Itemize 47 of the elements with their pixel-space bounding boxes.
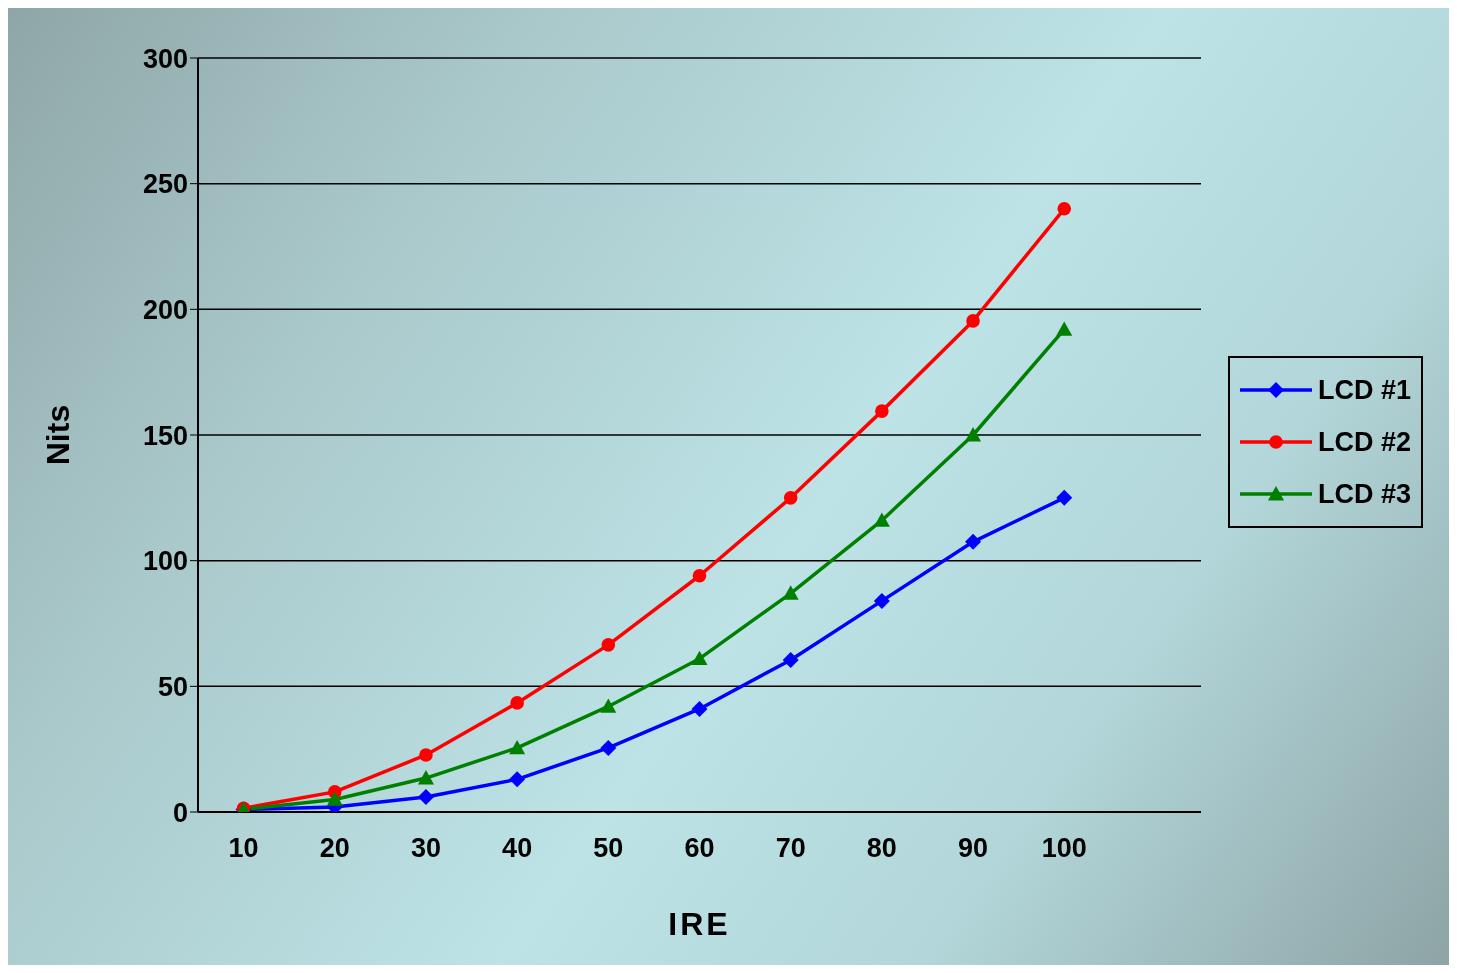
x-tick-label: 30 bbox=[410, 833, 441, 864]
x-tick-label: 100 bbox=[1041, 833, 1087, 864]
point bbox=[783, 491, 798, 505]
y-tick-label: 0 bbox=[172, 797, 188, 828]
y-tick-label: 50 bbox=[157, 671, 188, 702]
point bbox=[691, 650, 708, 666]
point bbox=[601, 638, 616, 652]
point bbox=[873, 512, 890, 527]
x-tick-label: 10 bbox=[228, 833, 259, 864]
x-tick-label: 50 bbox=[593, 833, 624, 864]
point bbox=[1056, 321, 1073, 336]
point bbox=[419, 748, 433, 762]
y-tick-label: 300 bbox=[142, 43, 188, 74]
point bbox=[600, 739, 617, 756]
point bbox=[326, 791, 343, 806]
point bbox=[692, 568, 707, 583]
point bbox=[782, 585, 799, 600]
x-tick-label: 80 bbox=[866, 833, 897, 864]
point bbox=[965, 427, 982, 442]
y-axis-title: Nits bbox=[40, 404, 77, 466]
y-tick-label: 250 bbox=[142, 169, 188, 200]
legend-label: LCD #3 bbox=[1318, 478, 1412, 510]
point bbox=[509, 771, 526, 788]
point bbox=[875, 404, 889, 418]
legend-label: LCD #2 bbox=[1318, 426, 1412, 458]
point bbox=[509, 739, 526, 755]
y-tick-label: 100 bbox=[142, 546, 188, 577]
point bbox=[510, 696, 524, 710]
legend-label: LCD #1 bbox=[1318, 374, 1412, 406]
x-tick-label: 90 bbox=[958, 833, 989, 864]
point bbox=[417, 770, 434, 785]
point bbox=[1056, 489, 1073, 506]
point bbox=[417, 788, 434, 805]
point bbox=[966, 314, 980, 328]
point bbox=[600, 698, 617, 713]
x-tick-label: 70 bbox=[775, 833, 806, 864]
point bbox=[965, 533, 982, 550]
x-tick-label: 20 bbox=[319, 833, 350, 864]
point bbox=[873, 592, 890, 609]
y-tick-label: 150 bbox=[142, 420, 188, 451]
point bbox=[1057, 202, 1072, 216]
x-tick-label: 40 bbox=[502, 833, 533, 864]
x-tick-label: 60 bbox=[684, 833, 715, 864]
y-tick-label: 200 bbox=[142, 294, 188, 325]
point bbox=[782, 651, 799, 668]
x-axis-title: IRE bbox=[668, 906, 731, 942]
point bbox=[691, 700, 708, 717]
